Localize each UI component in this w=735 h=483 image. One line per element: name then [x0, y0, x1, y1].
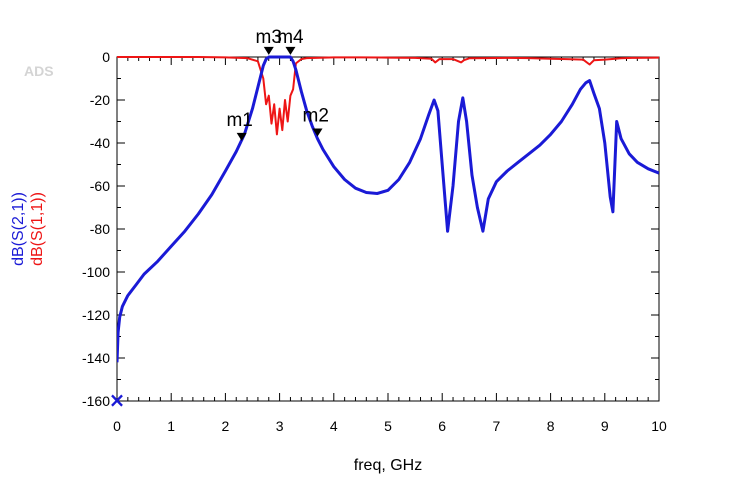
y-tick-label: -20	[90, 92, 110, 108]
watermark-layer: ADS	[24, 63, 54, 79]
y-tick-label: -160	[82, 393, 110, 409]
y-axis-ticks: 0 -20 -40 -60 -80 -100 -120 -140 -160	[82, 49, 659, 409]
x-tick-label: 1	[167, 418, 175, 434]
plot-area-border	[116, 56, 660, 402]
x-tick-label: 7	[493, 418, 501, 434]
y-tick-label: -140	[82, 350, 110, 366]
x-tick-label: 2	[222, 418, 230, 434]
x-axis-ticks: 0 1 2 3 4 5 6 7 8 9 10	[113, 57, 667, 434]
series-line-s21	[117, 55, 659, 363]
x-tick-label: 8	[547, 418, 555, 434]
x-tick-label: 9	[601, 418, 609, 434]
marker-label-m4: m4	[277, 27, 304, 48]
y-tick-label: -120	[82, 307, 110, 323]
y-tick-label: -80	[90, 221, 110, 237]
x-tick-label: 0	[113, 418, 121, 434]
marker-triangle-m4	[285, 46, 296, 55]
series-line-s11	[117, 56, 659, 136]
axis-titles: freq, GHz dB(S(2,1)) dB(S(1,1))	[10, 192, 422, 474]
y-axis-title-s11: dB(S(1,1))	[29, 192, 46, 266]
y-tick-label: -40	[90, 135, 110, 151]
plot-frame	[116, 56, 660, 402]
y-axis-title-s21: dB(S(2,1))	[10, 192, 27, 266]
marker-triangle-m1	[236, 132, 247, 141]
x-tick-label: 10	[651, 418, 667, 434]
marker-label-m1: m1	[226, 110, 252, 131]
marker-label-m3: m3	[256, 27, 282, 48]
x-tick-label: 5	[384, 418, 392, 434]
marker-triangle-m2	[312, 128, 323, 137]
y-tick-label: -60	[90, 178, 110, 194]
marker-triangle-m3	[263, 46, 274, 55]
x-axis-title: freq, GHz	[354, 457, 422, 474]
ads-watermark: ADS	[24, 63, 54, 79]
x-tick-label: 6	[438, 418, 446, 434]
y-tick-label: 0	[102, 49, 110, 65]
x-tick-label: 4	[330, 418, 338, 434]
origin-x-marker: ×	[109, 388, 126, 412]
x-tick-label: 3	[276, 418, 284, 434]
marker-label-m2: m2	[303, 106, 329, 127]
y-tick-label: -100	[82, 264, 110, 280]
series-lines	[117, 55, 659, 363]
